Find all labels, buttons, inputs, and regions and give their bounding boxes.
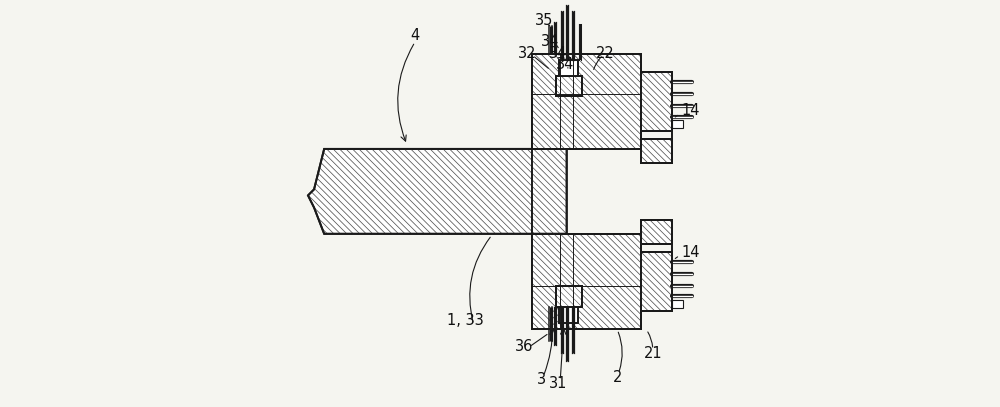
Text: 4: 4 [410,28,420,43]
Polygon shape [532,234,641,329]
Text: 14: 14 [682,103,700,118]
Text: 2: 2 [613,370,622,385]
Polygon shape [559,60,578,76]
Text: 32: 32 [518,46,537,61]
Polygon shape [559,306,578,323]
Polygon shape [672,120,683,128]
Polygon shape [641,72,672,131]
Polygon shape [308,149,567,234]
Polygon shape [532,54,641,149]
Polygon shape [641,139,672,163]
Text: 34: 34 [549,46,567,61]
Polygon shape [556,287,582,306]
Polygon shape [641,252,672,311]
Text: 21: 21 [644,346,663,361]
Text: 22: 22 [596,46,614,61]
Text: 1, 33: 1, 33 [447,313,484,328]
Text: 14: 14 [682,245,700,260]
Text: 36: 36 [515,339,533,354]
Text: 35: 35 [534,13,553,28]
Text: 3: 3 [537,372,546,387]
Polygon shape [672,300,683,308]
Text: 34: 34 [555,57,574,72]
Text: 34: 34 [541,34,560,49]
Text: 31: 31 [549,376,568,391]
Polygon shape [556,76,582,96]
Polygon shape [641,220,672,244]
